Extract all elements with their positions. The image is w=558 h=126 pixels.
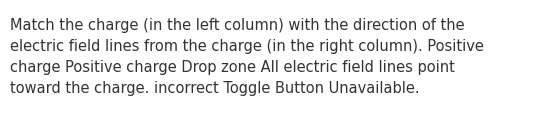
Text: Match the charge (in the left column) with the direction of the
electric field l: Match the charge (in the left column) wi… xyxy=(10,18,484,96)
